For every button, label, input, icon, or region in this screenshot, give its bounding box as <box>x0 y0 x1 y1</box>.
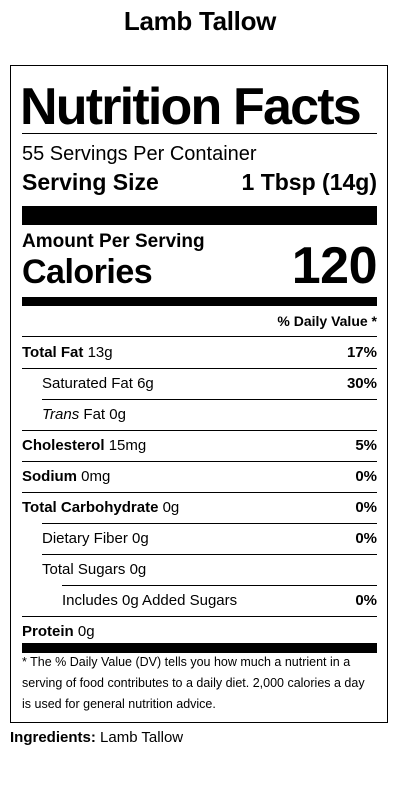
nutrient-amount: 0g <box>129 561 147 578</box>
nutrient-row-dietary-fiber: Dietary Fiber 0g 0% <box>22 524 377 554</box>
nutrition-facts-panel: Nutrition Facts 55 Servings Per Containe… <box>10 65 388 723</box>
product-title: Lamb Tallow <box>123 6 277 36</box>
thick-divider <box>22 643 377 653</box>
nutrition-facts-heading: Nutrition Facts <box>20 78 362 136</box>
nutrient-amount: 0g <box>109 406 126 423</box>
divider <box>42 554 377 555</box>
nutrient-amount: 0g <box>132 530 149 547</box>
divider <box>22 492 377 493</box>
nutrient-dv: 17% <box>346 344 377 361</box>
nutrient-row-protein: Protein 0g <box>22 617 377 647</box>
amount-per-serving: Amount Per Serving <box>22 231 205 252</box>
nutrient-row-saturated-fat: Saturated Fat 6g 30% <box>22 369 377 399</box>
divider <box>22 616 377 617</box>
nutrient-name: Cholesterol <box>22 437 105 454</box>
nutrient-dv: 0% <box>355 499 377 516</box>
nutrient-name: Total Fat <box>22 344 84 361</box>
calories-label: Calories <box>22 253 153 291</box>
nutrient-dv: 0% <box>355 530 377 547</box>
nutrient-row-sodium: Sodium 0mg 0% <box>22 462 377 492</box>
nutrient-row-total-carbohydrate: Total Carbohydrate 0g 0% <box>22 493 377 523</box>
nutrient-dv: 0% <box>355 468 377 485</box>
ingredients-value: Lamb Tallow <box>100 729 184 746</box>
servings-per-container: 55 Servings Per Container <box>22 143 257 165</box>
serving-size-value: 1 Tbsp (14g) <box>241 169 377 195</box>
divider <box>62 585 377 586</box>
nutrient-row-added-sugars: Includes 0g Added Sugars 0% <box>22 586 377 616</box>
daily-value-footnote: * The % Daily Value (DV) tells you how m… <box>22 655 365 711</box>
nutrient-dv: 0% <box>355 592 377 609</box>
nutrient-amount: 0mg <box>81 468 111 485</box>
nutrient-amount: 0g <box>162 499 180 516</box>
nutrient-amount: 13g <box>87 344 113 361</box>
nutrient-name: Protein <box>22 623 74 640</box>
divider <box>42 523 377 524</box>
ingredients-line: Ingredients: Lamb Tallow <box>10 728 183 748</box>
nutrient-name: Total Sugars <box>42 561 126 578</box>
nutrient-row-total-fat: Total Fat 13g 17% <box>22 338 377 368</box>
nutrient-row-cholesterol: Cholesterol 15mg 5% <box>22 431 377 461</box>
nutrient-row-trans-fat: Trans Fat 0g <box>22 400 377 430</box>
medium-divider <box>22 297 377 306</box>
divider <box>22 461 377 462</box>
ingredients-label: Ingredients: <box>10 729 96 746</box>
nutrient-name: Total Carbohydrate <box>22 499 159 516</box>
nutrient-name: Sodium <box>22 468 77 485</box>
divider <box>22 133 377 134</box>
nutrient-name-suffix: Fat <box>83 406 106 423</box>
divider <box>42 399 377 400</box>
nutrient-amount: 6g <box>137 375 154 392</box>
nutrient-name: Saturated Fat <box>42 375 133 392</box>
daily-value-header: % Daily Value * <box>277 313 377 329</box>
divider <box>22 336 377 337</box>
nutrient-amount: 0g <box>77 623 95 640</box>
nutrient-name: Trans <box>42 406 80 423</box>
divider <box>22 430 377 431</box>
nutrient-name: Includes 0g Added Sugars <box>62 592 238 609</box>
divider <box>22 368 377 369</box>
nutrient-dv: 5% <box>355 437 377 454</box>
nutrient-row-total-sugars: Total Sugars 0g <box>22 555 377 585</box>
thick-divider <box>22 206 377 225</box>
serving-size-label: Serving Size <box>22 169 159 195</box>
nutrient-name: Dietary Fiber <box>42 530 128 547</box>
nutrient-dv: 30% <box>346 375 377 392</box>
nutrient-amount: 15mg <box>108 437 147 454</box>
calories-value: 120 <box>291 237 378 295</box>
serving-size-row: Serving Size 1 Tbsp (14g) <box>22 167 377 197</box>
